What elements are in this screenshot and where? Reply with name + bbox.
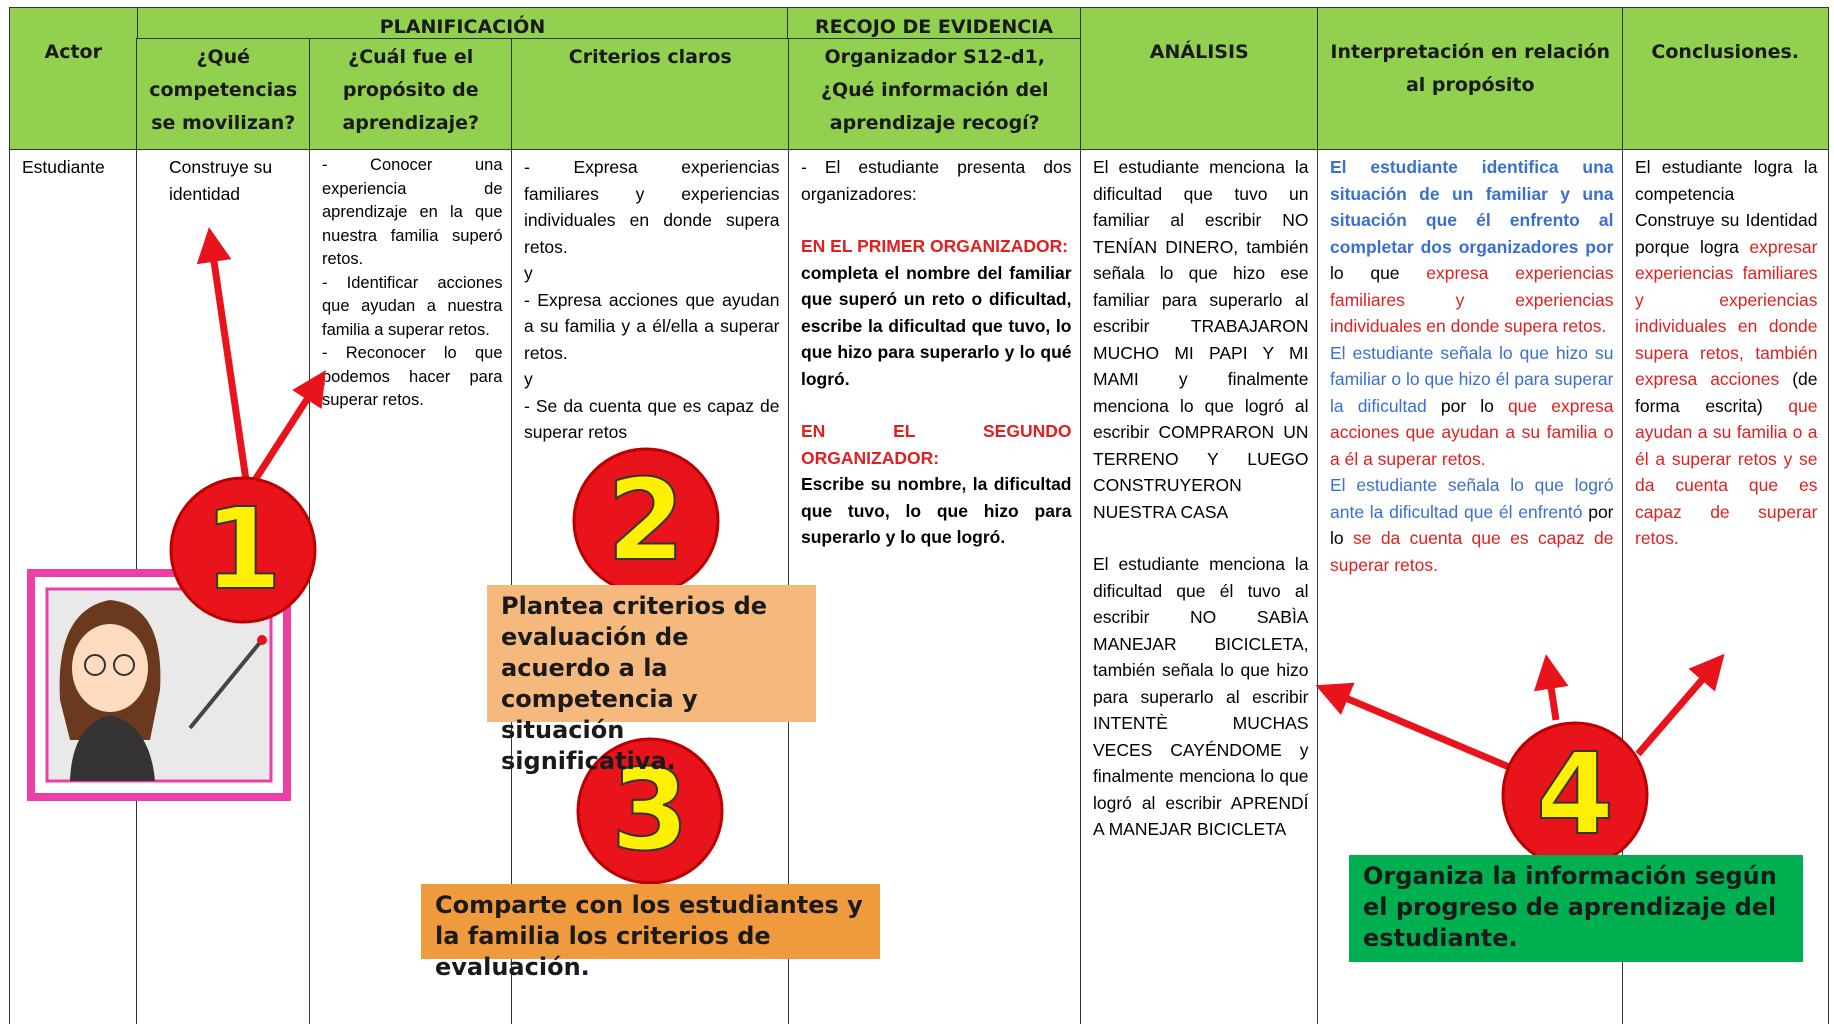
text-run: completa el nombre del familiar que supe… (801, 262, 1072, 389)
paragraph: El estudiante menciona la dificultad que… (1093, 551, 1309, 843)
arrow (1533, 654, 1569, 721)
text-run: El estudiante identifica una situación d… (1330, 157, 1614, 257)
text-run: EN EL SEGUNDO ORGANIZADOR: (801, 421, 1072, 468)
step-number: 4 (1536, 730, 1614, 860)
text-run: El estudiante menciona la dificultad que… (1093, 554, 1309, 839)
text-run: El estudiante señala lo que hizo su fami… (1330, 342, 1614, 416)
text-run: - Identificar acciones que ayudan a nues… (322, 273, 503, 339)
callout: Plantea criterios de evaluación de acuer… (487, 585, 816, 775)
text-run: - Conocer una experiencia de aprendizaje… (322, 156, 503, 268)
table-cell: El estudiante logra la competencia Const… (1622, 150, 1829, 1024)
text-run: expresa experiencias familiares y experi… (1330, 263, 1614, 336)
pointer-tip (257, 635, 267, 645)
paragraph: El estudiante menciona la dificultad que… (1093, 154, 1309, 525)
column-header: Conclusiones. (1622, 7, 1829, 150)
text-run: - Se da cuenta que es capaz de superar r… (524, 395, 780, 443)
arrow (1315, 682, 1511, 771)
glasses (113, 654, 135, 676)
step-circle (169, 476, 317, 624)
text-run: que expresa acciones que ayudan a su fam… (1330, 395, 1614, 469)
text-run: Escribe su nombre, la dificultad que tuv… (801, 474, 1072, 547)
text-run: Estudiante (22, 157, 105, 177)
text-run: El estudiante menciona la dificultad que… (1093, 157, 1309, 522)
step-number: 1 (204, 485, 282, 615)
text-run: por lo (1426, 395, 1508, 416)
paragraph: El estudiante señala lo que logró ante l… (1330, 472, 1614, 578)
callout: Organiza la información según el progres… (1349, 855, 1803, 962)
glasses (84, 654, 106, 676)
column-header: Actor (9, 7, 138, 150)
text-run: se da cuenta que es capaz de superar ret… (1330, 528, 1614, 575)
header-group: PLANIFICACIÓN (136, 7, 789, 40)
paragraph: y (524, 260, 780, 287)
pointer (188, 638, 264, 730)
paragraph: y (524, 366, 780, 393)
text-run: expresar experiencias familiares y exper… (1635, 236, 1818, 390)
paragraph: El estudiante identifica una situación d… (1330, 154, 1614, 340)
paragraph: - Conocer una experiencia de aprendizaje… (322, 154, 503, 272)
table-cell: El estudiante identifica una situación d… (1317, 150, 1624, 1024)
arrow (196, 227, 250, 481)
column-header: Criterios claros (511, 38, 790, 150)
text-run: y (524, 369, 533, 389)
arrow (1635, 653, 1725, 757)
text-run: - Expresa experiencias familiares y expe… (524, 157, 780, 257)
text-run: El estudiante señala lo que logró ante l… (1330, 475, 1614, 522)
text-run: - Reconocer lo que podemos hacer para su… (322, 344, 503, 409)
column-header: Organizador S12-d1, ¿Qué información del… (788, 38, 1082, 150)
paragraph: Construye su identidad (169, 154, 301, 207)
paragraph: EN EL PRIMER ORGANIZADOR: completa el nom… (801, 233, 1072, 392)
paragraph: EN EL SEGUNDO ORGANIZADOR: Escribe su nom… (801, 418, 1072, 551)
column-header: ¿Cuál fue el propósito de aprendizaje? (309, 38, 513, 150)
column-header: Interpretación en relación al propósito (1317, 7, 1624, 150)
text-run: EN EL PRIMER ORGANIZADOR: (801, 236, 1069, 256)
callout: Comparte con los estudiantes y la famili… (421, 884, 880, 981)
text-run: (de forma escrita) (1635, 369, 1818, 416)
step-number: 3 (611, 746, 689, 876)
teacher-body (70, 715, 155, 781)
teacher-face (72, 624, 148, 712)
table-cell: El estudiante menciona la dificultad que… (1080, 150, 1319, 1024)
paragraph: El estudiante logra la competencia Const… (1635, 154, 1818, 552)
paragraph: - Se da cuenta que es capaz de superar r… (524, 393, 780, 446)
text-run: - Expresa acciones que ayudan a su famil… (524, 289, 780, 363)
text-run: por lo (1330, 501, 1614, 549)
step-circle (576, 737, 724, 885)
paragraph: - Expresa acciones que ayudan a su famil… (524, 287, 780, 367)
paragraph: - Expresa experiencias familiares y expe… (524, 154, 780, 260)
text-run: que ayudan a su familia o a él a superar… (1635, 395, 1818, 549)
paragraph: El estudiante señala lo que hizo su fami… (1330, 340, 1614, 473)
paragraph: Estudiante (22, 154, 128, 181)
step-number: 2 (607, 456, 685, 586)
text-run: - El estudiante presenta dos organizador… (801, 157, 1072, 204)
table-cell: Estudiante (9, 150, 138, 1024)
text-run: lo que (1330, 263, 1427, 283)
text-run: y (524, 263, 533, 283)
table-cell: - Conocer una experiencia de aprendizaje… (309, 150, 513, 1024)
column-header: ANÁLISIS (1080, 7, 1319, 150)
paragraph: - Reconocer lo que podemos hacer para su… (322, 342, 503, 413)
table-border (9, 149, 1827, 150)
text-run: Construye su identidad (169, 157, 273, 204)
paragraph: - Identificar acciones que ayudan a nues… (322, 272, 503, 343)
table-cell: - El estudiante presenta dos organizador… (788, 150, 1082, 1024)
paragraph: - El estudiante presenta dos organizador… (801, 154, 1072, 207)
arrow (252, 370, 326, 482)
text-run: El estudiante logra la competencia Const… (1635, 157, 1818, 257)
